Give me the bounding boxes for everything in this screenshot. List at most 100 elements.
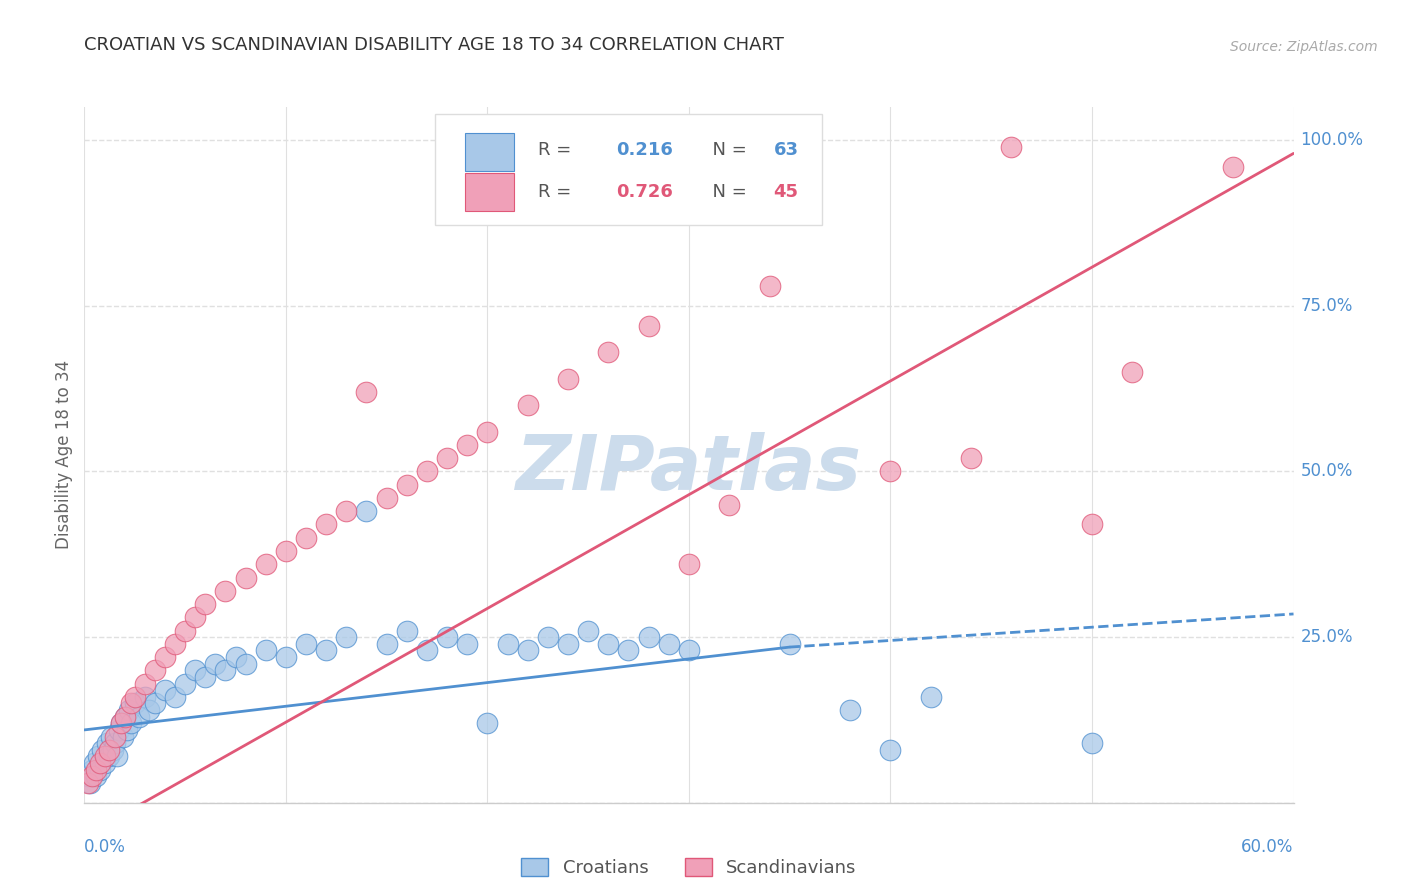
Point (114, 709, 136, 723)
Point (678, 558, 700, 572)
Point (77, 776, 100, 790)
Point (120, 716, 142, 731)
Point (89, 756, 111, 770)
Point (115, 723, 138, 737)
Point (598, 637, 620, 651)
Point (1000, 140, 1022, 154)
Point (134, 690, 156, 704)
FancyBboxPatch shape (465, 173, 513, 211)
Point (335, 630, 357, 644)
Point (82, 763, 104, 777)
FancyBboxPatch shape (434, 114, 823, 226)
Point (779, 637, 801, 651)
Text: N =: N = (702, 141, 752, 159)
Text: 60.0%: 60.0% (1241, 838, 1294, 856)
Point (637, 630, 659, 644)
Point (295, 531, 318, 545)
Point (295, 637, 318, 651)
Point (214, 583, 236, 598)
Point (557, 372, 579, 386)
Point (254, 643, 277, 657)
Text: Source: ZipAtlas.com: Source: ZipAtlas.com (1230, 39, 1378, 54)
Point (120, 697, 142, 711)
Point (97, 749, 120, 764)
Point (658, 637, 681, 651)
Text: 25.0%: 25.0% (1301, 628, 1353, 646)
Point (165, 690, 187, 704)
Point (576, 624, 599, 638)
Point (235, 570, 257, 584)
Point (477, 425, 499, 439)
Point (153, 683, 176, 698)
Point (416, 465, 439, 479)
Point (114, 709, 136, 723)
Point (1222, 160, 1244, 174)
Point (101, 743, 124, 757)
Legend: Croatians, Scandinavians: Croatians, Scandinavians (515, 850, 863, 884)
Point (153, 650, 176, 665)
Point (91, 743, 114, 757)
Point (89, 763, 111, 777)
Point (204, 657, 226, 671)
Point (839, 703, 862, 717)
Point (143, 697, 166, 711)
Point (77, 769, 100, 783)
Point (395, 477, 418, 491)
Point (83, 756, 105, 770)
Point (143, 663, 166, 677)
FancyBboxPatch shape (465, 133, 513, 171)
Text: 63: 63 (773, 141, 799, 159)
Text: CROATIAN VS SCANDINAVIAN DISABILITY AGE 18 TO 34 CORRELATION CHART: CROATIAN VS SCANDINAVIAN DISABILITY AGE … (84, 36, 785, 54)
Point (758, 279, 780, 293)
Point (356, 384, 378, 399)
Point (174, 624, 197, 638)
Point (496, 637, 519, 651)
Point (128, 709, 150, 723)
Point (617, 643, 640, 657)
Point (1081, 736, 1104, 750)
Point (436, 630, 458, 644)
Point (214, 663, 236, 677)
Point (82, 769, 104, 783)
Point (165, 637, 187, 651)
Text: R =: R = (538, 183, 576, 201)
Point (124, 690, 146, 704)
Point (225, 650, 247, 665)
Point (920, 690, 942, 704)
Point (87, 749, 110, 764)
Text: 0.726: 0.726 (616, 183, 673, 201)
Point (375, 637, 398, 651)
Point (97, 743, 120, 757)
Point (516, 643, 538, 657)
Point (104, 736, 127, 750)
Point (960, 451, 983, 466)
Point (879, 465, 901, 479)
Text: 0.216: 0.216 (616, 141, 673, 159)
Point (86, 769, 108, 783)
Point (138, 703, 160, 717)
Point (598, 345, 620, 359)
Point (315, 643, 337, 657)
Text: 50.0%: 50.0% (1301, 462, 1353, 481)
Point (718, 498, 741, 512)
Point (375, 491, 398, 505)
Point (537, 630, 560, 644)
Point (79, 776, 101, 790)
Y-axis label: Disability Age 18 to 34: Disability Age 18 to 34 (55, 360, 73, 549)
Point (174, 676, 197, 690)
Text: R =: R = (538, 141, 576, 159)
Point (105, 749, 128, 764)
Point (86, 763, 108, 777)
Point (456, 637, 478, 651)
Point (416, 643, 439, 657)
Text: ZIPatlas: ZIPatlas (516, 432, 862, 506)
Point (184, 663, 207, 677)
Text: 75.0%: 75.0% (1301, 297, 1353, 315)
Point (879, 743, 901, 757)
Point (356, 504, 378, 518)
Point (436, 451, 458, 466)
Point (184, 610, 207, 624)
Point (477, 716, 499, 731)
Point (111, 730, 134, 744)
Point (93, 749, 115, 764)
